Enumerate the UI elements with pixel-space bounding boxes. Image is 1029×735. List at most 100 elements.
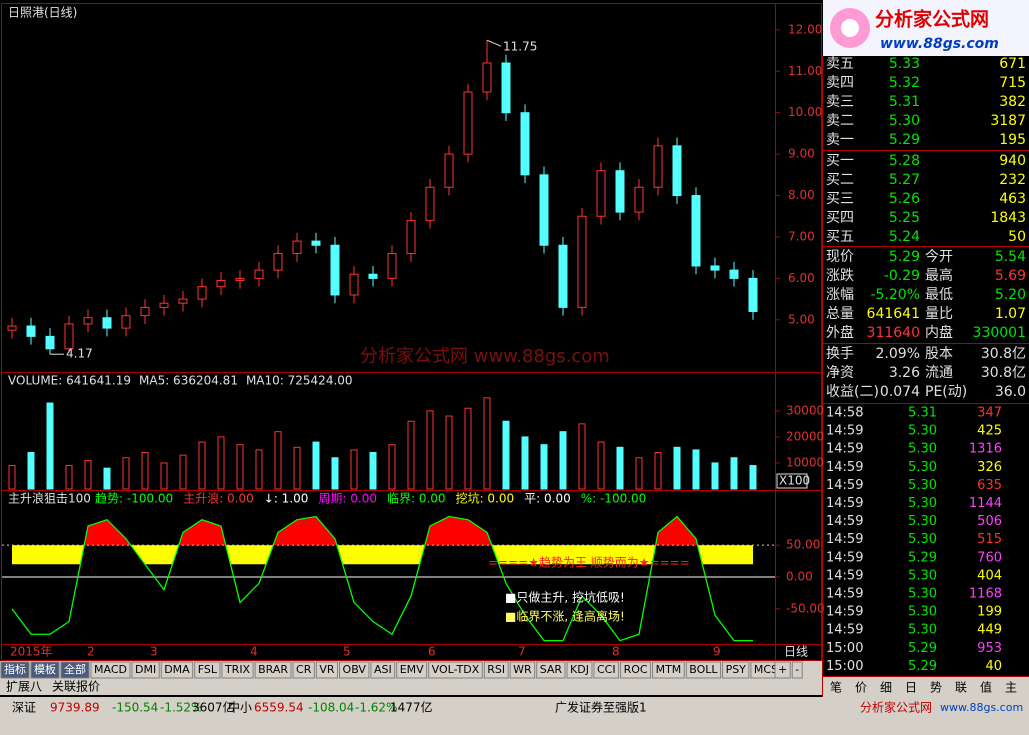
- tab-bg: [652, 661, 685, 679]
- trade-time: 14:59: [826, 623, 863, 638]
- volume-bar: [46, 402, 54, 490]
- candle-body: [558, 244, 568, 308]
- tab[interactable]: SAR: [540, 663, 563, 676]
- trade-volume: 760: [977, 550, 1002, 565]
- panel-tab[interactable]: 价: [855, 681, 867, 695]
- tab[interactable]: VR: [319, 663, 335, 676]
- volume-bar: [445, 415, 453, 490]
- low-label: 4.17: [66, 347, 93, 361]
- candle-body: [653, 145, 663, 188]
- candle-body: [45, 335, 55, 350]
- tab[interactable]: VOL-TDX: [432, 663, 480, 676]
- legend-entry: 主升浪: 0.00: [183, 491, 254, 506]
- tab[interactable]: EMV: [400, 663, 424, 676]
- candle-body: [406, 219, 416, 255]
- trade-price: 5.30: [908, 424, 937, 439]
- book-volume: 940: [999, 153, 1026, 169]
- tab[interactable]: TRIX: [224, 663, 251, 676]
- candle-body: [463, 91, 473, 155]
- volume-bar: [711, 462, 719, 490]
- book-label: 买三: [826, 191, 854, 207]
- tab[interactable]: FSL: [198, 663, 218, 676]
- tab[interactable]: 全部: [64, 662, 86, 676]
- candle-body: [159, 302, 169, 308]
- candle-body: [311, 240, 321, 246]
- book-label: 买四: [826, 210, 854, 226]
- tab[interactable]: +: [778, 663, 787, 676]
- stat-label: 净资: [826, 365, 854, 381]
- trade-price: 5.30: [908, 442, 937, 457]
- book-price: 5.25: [889, 210, 920, 226]
- tab[interactable]: 扩展八: [6, 680, 42, 694]
- trade-time: 15:00: [826, 641, 863, 656]
- high-label: 11.75: [503, 40, 537, 54]
- tab[interactable]: CCI: [597, 663, 616, 676]
- tab[interactable]: DMI: [135, 663, 156, 676]
- tab-bg: [194, 661, 221, 679]
- legend-entry: MA10: 725424.00: [246, 374, 353, 388]
- volume-bar: [483, 397, 491, 490]
- trade-volume: 1144: [969, 496, 1002, 511]
- tab[interactable]: ASI: [374, 663, 392, 676]
- stat-label: PE(动): [925, 384, 967, 400]
- candle-body: [368, 273, 378, 279]
- volume-bar: [502, 420, 510, 490]
- tab-bg: [90, 661, 131, 679]
- panel-tab[interactable]: 笔: [830, 680, 842, 695]
- trade-price: 5.29: [908, 659, 937, 674]
- tab[interactable]: ROC: [624, 663, 648, 676]
- stat-label: 量比: [925, 306, 953, 322]
- legend-entry: %: -100.00: [581, 492, 647, 506]
- tab[interactable]: PSY: [726, 663, 747, 676]
- volume-bar: [122, 457, 130, 490]
- trade-price: 5.30: [908, 460, 937, 475]
- x-tick-label: 3: [150, 645, 158, 659]
- volume-bar: [616, 446, 624, 490]
- tab[interactable]: MACD: [94, 663, 127, 676]
- trade-time: 14:59: [826, 568, 863, 583]
- tab[interactable]: 关联报价: [52, 679, 100, 694]
- indicator-line: [11, 515, 753, 642]
- tab[interactable]: OBV: [343, 663, 367, 676]
- candle-body: [672, 145, 682, 197]
- trade-price: 5.30: [908, 514, 937, 529]
- legend-entry: MA5: 636204.81: [139, 374, 238, 388]
- book-volume: 1843: [990, 210, 1026, 226]
- panel-tab[interactable]: 主: [1005, 681, 1017, 695]
- high-marker: [486, 39, 502, 47]
- candle-body: [615, 170, 625, 213]
- book-volume: 232: [999, 172, 1026, 188]
- tab[interactable]: KDJ: [570, 663, 589, 676]
- tab[interactable]: BOLL: [689, 663, 718, 676]
- watermark: 分析家公式网 www.88gs.com: [360, 346, 610, 367]
- panel-tab[interactable]: 日: [905, 681, 917, 695]
- panel-tab[interactable]: 值: [980, 680, 992, 695]
- tab[interactable]: DMA: [164, 663, 190, 676]
- panel-tab[interactable]: 联: [955, 681, 967, 695]
- period-label: 日线: [784, 645, 808, 659]
- x-tick-label: 8: [612, 645, 620, 659]
- candle-body: [577, 215, 587, 308]
- tab[interactable]: 指标: [4, 662, 26, 676]
- tab[interactable]: CR: [296, 663, 312, 676]
- tab-bg: [254, 661, 292, 679]
- stat-value: 311640: [867, 325, 920, 341]
- volume-bar: [654, 452, 662, 490]
- tab[interactable]: RSI: [487, 663, 505, 676]
- volume-bar: [274, 431, 282, 490]
- stat-label: 今开: [925, 249, 953, 265]
- tab[interactable]: WR: [513, 663, 532, 676]
- panel-tab[interactable]: 势: [930, 681, 942, 695]
- stat-label: 外盘: [826, 324, 854, 341]
- candle-body: [292, 240, 302, 255]
- panel-tab[interactable]: 细: [880, 681, 892, 695]
- volume-bar: [635, 457, 643, 490]
- trade-volume: 404: [977, 568, 1002, 583]
- tab[interactable]: MTM: [656, 663, 682, 676]
- volume-bar: [8, 465, 16, 490]
- volume-bar: [160, 462, 168, 490]
- tab[interactable]: -: [795, 663, 799, 676]
- tab[interactable]: 模板: [34, 662, 56, 676]
- tab[interactable]: BRAR: [258, 663, 288, 676]
- candle-body: [387, 253, 397, 279]
